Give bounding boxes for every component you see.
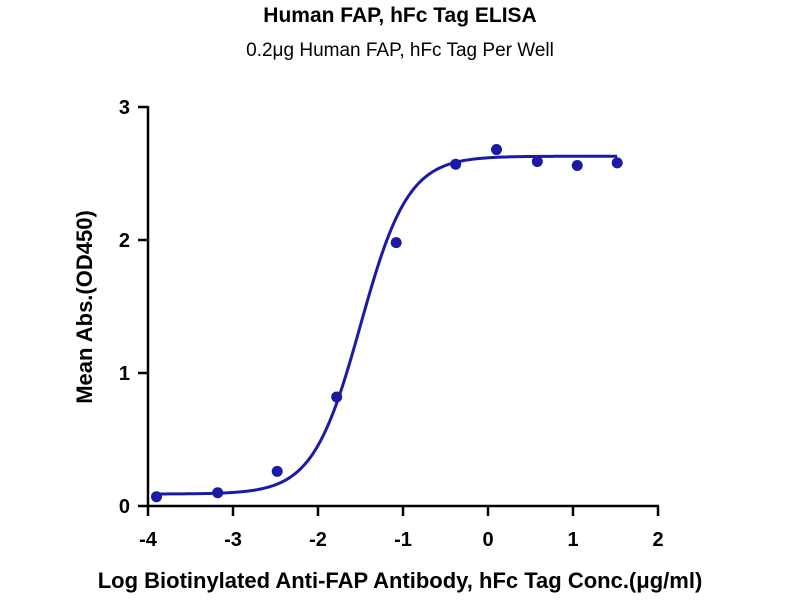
data-point: [571, 160, 583, 172]
x-tick-label: -4: [139, 529, 158, 551]
y-tick-label: 0: [119, 496, 130, 518]
x-tick-label: 1: [567, 529, 578, 551]
y-tick-label: 3: [119, 97, 130, 119]
x-axis-title: Log Biotinylated Anti-FAP Antibody, hFc …: [98, 568, 703, 593]
data-points-layer: [151, 144, 623, 503]
x-tick-label: -3: [224, 529, 242, 551]
fit-curve-layer: [156, 154, 618, 496]
x-tick-label: 2: [652, 529, 663, 551]
y-tick-label: 2: [119, 230, 130, 252]
x-tick-label: -1: [394, 529, 412, 551]
fit-curve: [156, 154, 618, 496]
data-point: [491, 144, 502, 156]
axis-labels-layer: -4 -3 -2 -1 0 1 2 0 1 2 3 Log Biotinylated Anti-FAP…: [72, 97, 702, 593]
data-point: [212, 487, 224, 499]
data-point: [331, 391, 343, 403]
x-tick-label: 0: [482, 529, 493, 551]
data-point: [151, 491, 162, 503]
data-point: [531, 156, 543, 168]
x-tick-label: -2: [309, 529, 327, 551]
y-tick-label: 1: [119, 363, 130, 385]
data-point: [611, 157, 623, 169]
chart-subtitle: 0.2μg Human FAP, hFc Tag Per Well: [246, 40, 554, 61]
axes: [138, 105, 660, 516]
data-point: [271, 465, 283, 477]
chart-title: Human FAP, hFc Tag ELISA: [263, 4, 537, 27]
data-point: [390, 237, 402, 249]
data-point: [450, 158, 462, 170]
y-axis-title: Mean Abs.(OD450): [72, 210, 97, 404]
